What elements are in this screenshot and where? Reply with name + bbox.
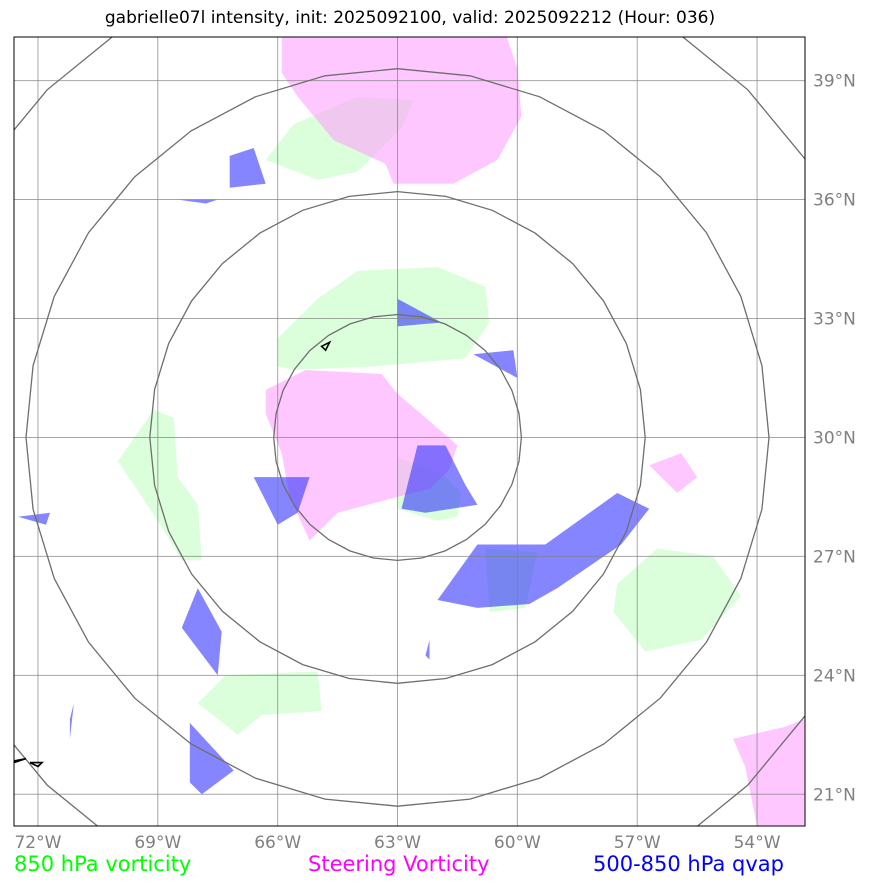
map-frame <box>13 36 806 827</box>
coastline <box>14 757 27 764</box>
legend-steering: Steering Vorticity <box>308 852 490 876</box>
latitude-label: 36°N <box>813 191 856 211</box>
latitude-label: 33°N <box>813 310 856 330</box>
qvap-region <box>473 350 518 378</box>
longitude-label: 66°W <box>254 833 301 853</box>
latitude-label: 39°N <box>813 72 856 92</box>
qvap-region <box>189 722 234 795</box>
qvap-region <box>437 493 650 608</box>
vort850-region <box>197 671 322 735</box>
latitude-label: 21°N <box>813 785 856 805</box>
longitude-label: 69°W <box>134 833 181 853</box>
qvap-region <box>253 477 310 525</box>
coastline <box>320 340 332 352</box>
range-ring <box>25 68 770 807</box>
qvap-region <box>229 148 266 188</box>
vort850-region <box>613 548 742 652</box>
longitude-label: 54°W <box>734 833 781 853</box>
qvap-region <box>425 639 430 660</box>
legend-qvap: 500-850 hPa qvap <box>593 852 784 876</box>
legend-vort850: 850 hPa vorticity <box>14 852 192 876</box>
latitude-label: 24°N <box>813 666 856 686</box>
latitude-label: 27°N <box>813 547 856 567</box>
steering-vorticity-region <box>265 370 458 541</box>
tick-labels: 72°W 69°W 66°W 63°W 60°W 57°W 54°W 21°N 24°N 27°N… <box>14 72 855 853</box>
steering-vorticity-region <box>733 718 805 826</box>
latitude-label: 30°N <box>813 428 856 448</box>
range-ring <box>149 190 646 684</box>
qvap-region <box>69 703 74 739</box>
map-title: gabrielle07l intensity, init: 2025092100… <box>104 8 716 28</box>
steering-vorticity-region <box>649 453 698 493</box>
qvap-region <box>401 445 478 513</box>
range-ring <box>273 313 523 562</box>
longitude-label: 72°W <box>14 833 61 853</box>
longitude-label: 60°W <box>494 833 541 853</box>
qvap-region <box>177 199 218 204</box>
coastline <box>29 761 44 768</box>
qvap-region <box>18 512 50 525</box>
longitude-label: 63°W <box>374 833 421 853</box>
qvap-region <box>181 588 222 676</box>
longitude-label: 57°W <box>614 833 661 853</box>
vort850-region <box>117 409 202 561</box>
